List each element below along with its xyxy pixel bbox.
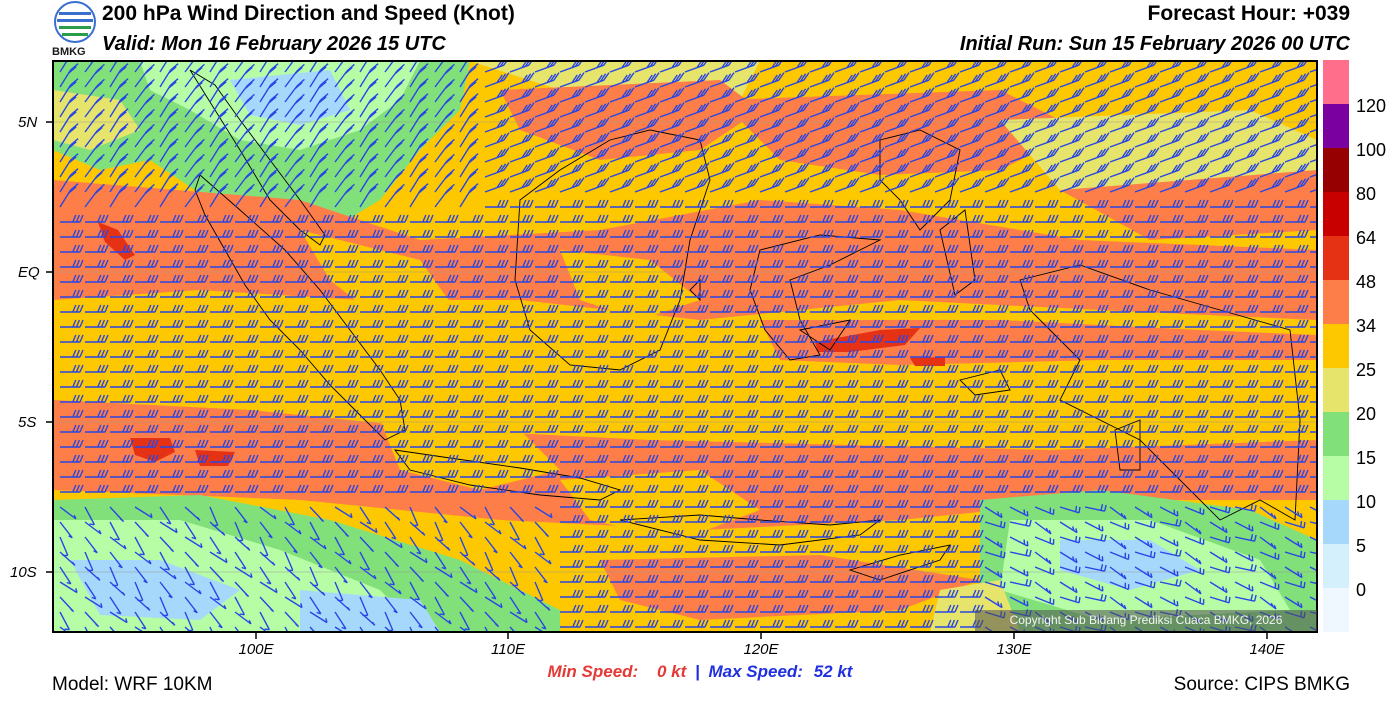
logo-text: BMKG (52, 46, 86, 58)
chart-title: 200 hPa Wind Direction and Speed (Knot) (102, 2, 515, 25)
lon-label-100e: 100E (238, 641, 274, 658)
speed-separator: | (694, 662, 700, 681)
colorbar-label-100: 100 (1356, 140, 1387, 160)
colorbar-swatch (1323, 104, 1349, 148)
lat-label-5n: 5N (18, 114, 38, 131)
bmkg-logo-icon (54, 1, 96, 43)
lat-label-eq: EQ (18, 264, 40, 281)
colorbar-swatch (1323, 368, 1349, 412)
colorbar-swatch (1323, 588, 1349, 632)
wind-speed-field (53, 61, 1317, 632)
colorbar-swatch (1323, 280, 1349, 324)
colorbar-label-0: 0 (1356, 580, 1367, 600)
lon-label-130e: 130E (996, 641, 1032, 658)
data-source: Source: CIPS BMKG (1173, 674, 1350, 695)
colorbar-swatch (1323, 60, 1349, 104)
min-speed-label: Min Speed: (547, 662, 639, 681)
model-name: Model: WRF 10KM (52, 674, 213, 695)
copyright-notice: Copyright Sub Bidang Prediksi Cuaca BMKG… (975, 610, 1317, 631)
colorbar-swatch (1323, 500, 1349, 544)
max-speed-value: 52 kt (813, 662, 853, 681)
colorbar-label-25: 25 (1356, 360, 1377, 380)
colorbar-label-48: 48 (1356, 272, 1377, 292)
lon-label-120e: 120E (743, 641, 779, 658)
colorbar-swatch (1323, 456, 1349, 500)
wind-barbs (59, 61, 1317, 632)
colorbar-label-120: 120 (1356, 96, 1387, 116)
colorbar-swatch (1323, 544, 1349, 588)
colorbar-label-64: 64 (1356, 228, 1377, 248)
colorbar-label-34: 34 (1356, 316, 1377, 336)
forecast-hour: Forecast Hour: +039 (1147, 2, 1351, 25)
colorbar-label-10: 10 (1356, 492, 1377, 512)
lat-label-10s: 10S (10, 564, 37, 581)
colorbar-swatch (1323, 236, 1349, 280)
max-speed-label: Max Speed: (708, 662, 803, 681)
colorbar-swatch (1323, 412, 1349, 456)
colorbar-label-80: 80 (1356, 184, 1377, 204)
wind-barb-paths (59, 61, 1317, 632)
colorbar-swatch (1323, 324, 1349, 368)
colorbar-label-15: 15 (1356, 448, 1377, 468)
lat-label-5s: 5S (18, 414, 37, 431)
colorbar-swatch (1323, 192, 1349, 236)
valid-time: Valid: Mon 16 February 2026 15 UTC (102, 33, 446, 55)
colorbar-label-5: 5 (1356, 536, 1367, 556)
colorbar-swatch (1323, 148, 1349, 192)
min-speed-value: 0 kt (656, 662, 687, 681)
lon-label-140e: 140E (1249, 641, 1285, 658)
lon-label-110e: 110E (491, 641, 525, 658)
colorbar (1323, 60, 1349, 632)
speed-summary: Min Speed: 0 kt | Max Speed: 52 kt (0, 662, 1400, 682)
colorbar-label-20: 20 (1356, 404, 1377, 424)
initial-run: Initial Run: Sun 15 February 2026 00 UTC (959, 33, 1350, 55)
